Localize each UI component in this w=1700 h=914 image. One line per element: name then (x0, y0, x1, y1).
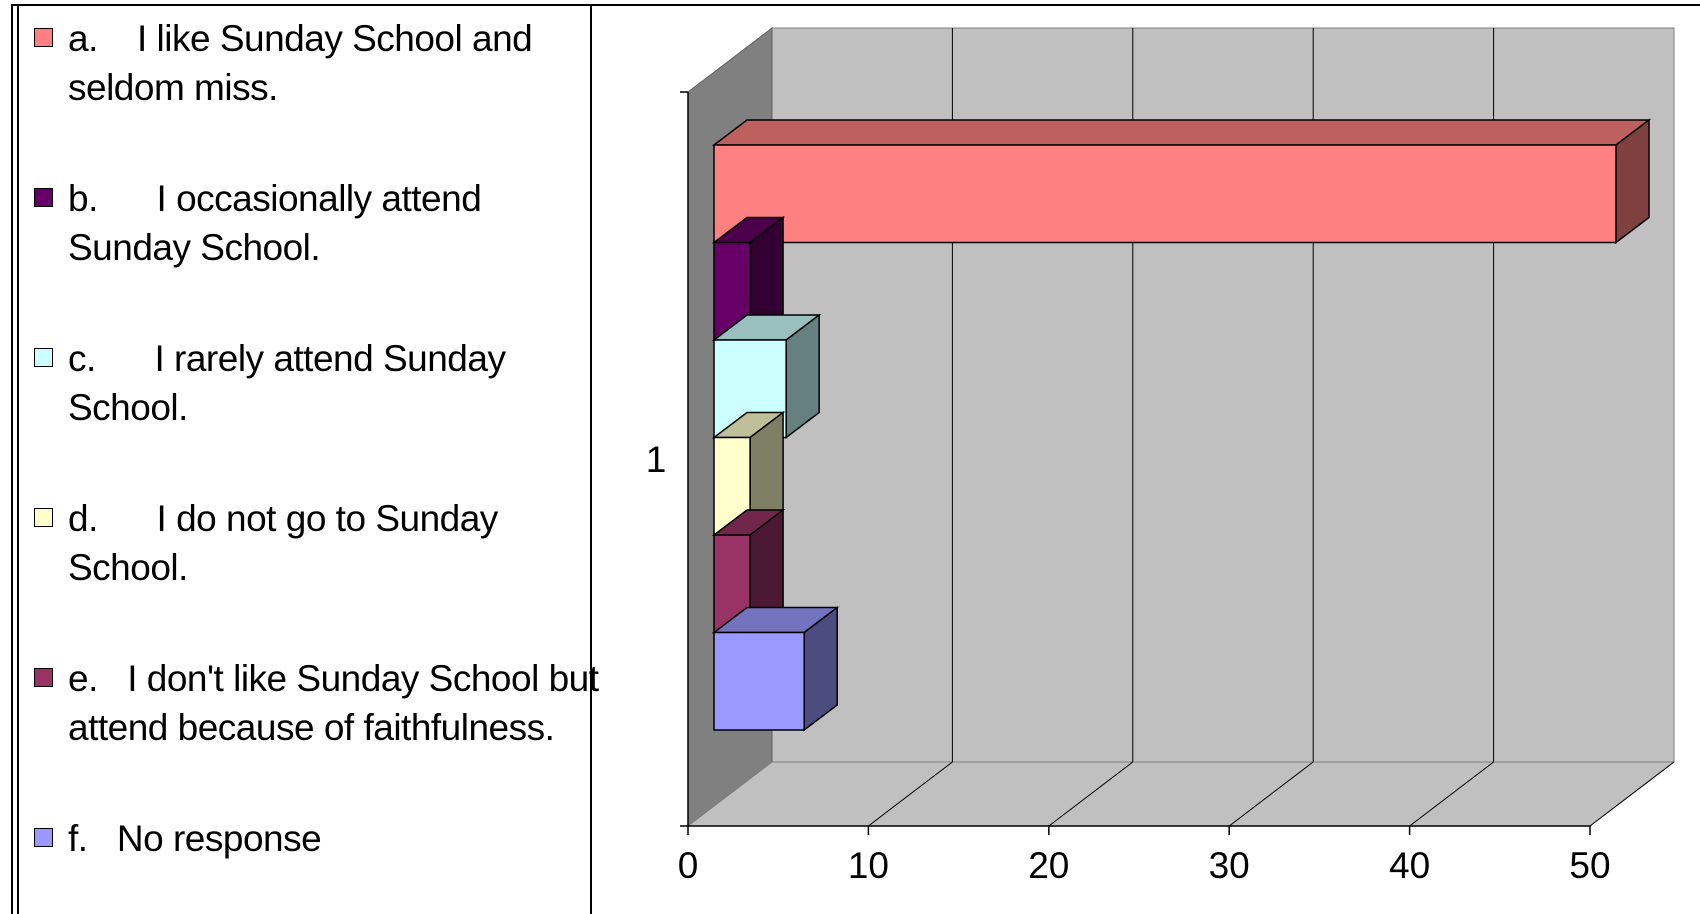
gridline-floor (1589, 761, 1675, 827)
bar-top-face (711, 119, 1652, 146)
y-category-label: 1 (646, 439, 667, 480)
gridline-floor (1409, 761, 1494, 827)
bar-front-face (713, 241, 751, 341)
bar-d (711, 410, 786, 537)
legend-label-d: d. I do not go to Sunday School. (68, 498, 508, 588)
bar-f (711, 605, 840, 732)
bar-front-face (713, 144, 1617, 244)
chart-tick-labels: 0 10 20 30 40 50 1 (646, 439, 1611, 886)
x-tick-label: 0 (678, 845, 699, 886)
gridline-floor (1048, 761, 1134, 827)
legend-swatch-e (34, 668, 53, 687)
x-tick-label: 10 (848, 845, 889, 886)
x-tick-label: 20 (1028, 845, 1069, 886)
legend-label-f: f. No response (68, 818, 322, 859)
chart-frame (11, 4, 1700, 914)
legend-swatch-c (34, 348, 53, 367)
x-tick-label: 40 (1389, 845, 1430, 886)
floor (686, 761, 1676, 827)
bar-a (711, 118, 1652, 245)
legend-swatch-a (34, 28, 53, 47)
legend-swatch-f (34, 828, 53, 847)
legend-label-a: a. I like Sunday School and seldom miss. (68, 18, 543, 108)
chart-bars (711, 118, 1652, 732)
gridline-floor (1228, 761, 1314, 827)
bar-front-face (713, 631, 805, 731)
legend-label-c: c. I rarely attend Sunday School. (68, 338, 516, 428)
chart-axes (680, 91, 1591, 835)
frame-inner-border (17, 4, 19, 914)
x-tick-label: 30 (1209, 845, 1250, 886)
legend-divider (590, 4, 592, 914)
legend-label-e: e. I don't like Sunday School but attend… (68, 658, 609, 748)
legend-label-b: b. I occasionally attend Sunday School. (68, 178, 492, 268)
legend-swatch-d (34, 508, 53, 527)
bar-b (711, 215, 786, 342)
legend-swatch-b (34, 188, 53, 207)
x-tick-label: 50 (1569, 845, 1610, 886)
gridline-floor (868, 761, 953, 827)
